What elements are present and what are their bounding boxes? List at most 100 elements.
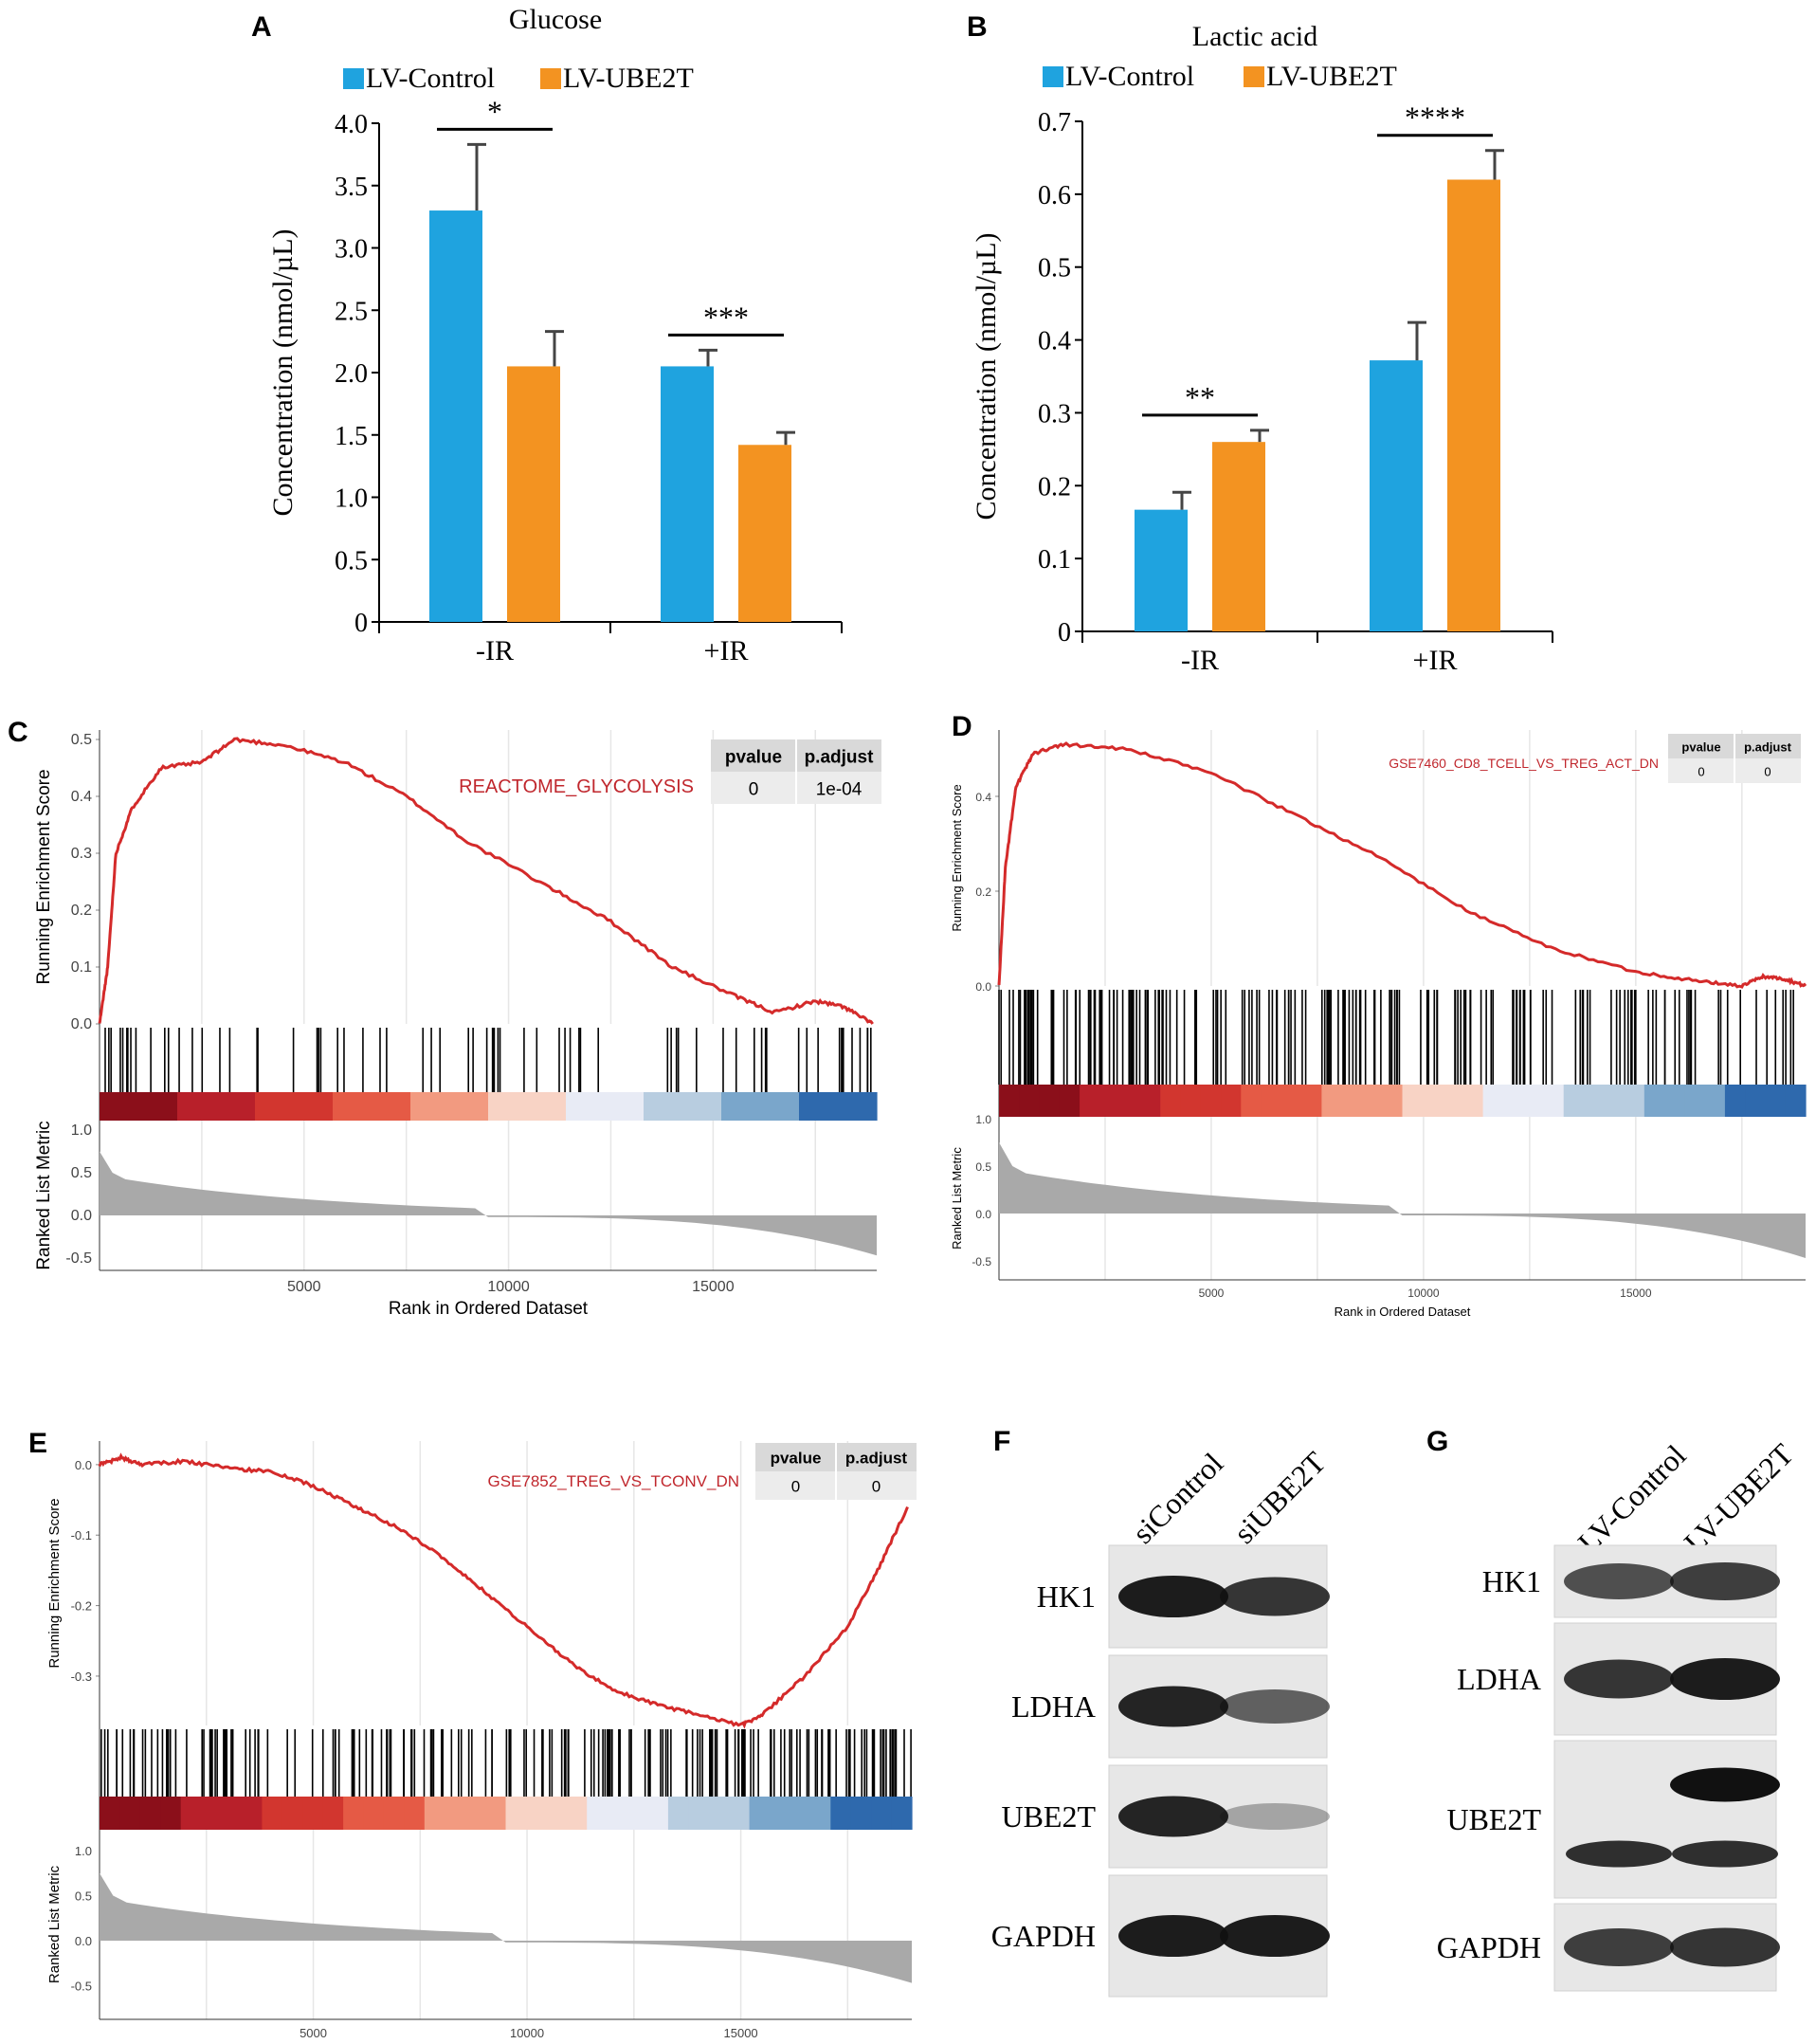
heat-segment xyxy=(1443,1085,1463,1117)
chart-title: Lactic acid xyxy=(1192,21,1317,52)
gene-set-name: GSE7852_TREG_VS_TCONV_DN xyxy=(488,1472,740,1490)
heat-segment xyxy=(779,1092,800,1121)
heat-segment xyxy=(760,1092,781,1121)
bar xyxy=(661,366,714,622)
heat-segment xyxy=(1099,1085,1121,1117)
heat-segment xyxy=(1704,1085,1726,1117)
heat-segment xyxy=(449,1092,470,1121)
heat-segment xyxy=(333,1092,354,1121)
heat-segment xyxy=(294,1092,315,1121)
metric-axis-label: Ranked List Metric xyxy=(46,1865,63,1983)
y-tick-label: 0.2 xyxy=(975,885,991,899)
bar xyxy=(429,210,482,623)
x-axis-label: Rank in Ordered Dataset xyxy=(389,1299,589,1319)
heat-segment xyxy=(857,1092,878,1121)
heat-segment xyxy=(1341,1085,1363,1117)
y-tick-label: 0.2 xyxy=(71,903,92,919)
heat-segment xyxy=(180,1797,202,1830)
y-tick-label: 0.4 xyxy=(71,789,92,805)
y-tick-label: 0.1 xyxy=(1038,545,1071,575)
metric-axis-label: Ranked List Metric xyxy=(950,1147,964,1250)
panel-c: C 0.0 0.1 0.2 0.3 0.4 0.5 Running Enrichment Sc… xyxy=(0,702,908,1327)
heat-segment xyxy=(429,1092,450,1121)
blot-row-label: GAPDH xyxy=(991,1919,1096,1953)
table-header: pvalue xyxy=(771,1450,822,1468)
heat-segment xyxy=(1039,1085,1061,1117)
x-tick-label: 10000 xyxy=(1407,1287,1440,1300)
protein-band xyxy=(1220,1689,1330,1724)
protein-band xyxy=(1564,1659,1674,1699)
heat-segment xyxy=(1724,1085,1746,1117)
heat-segment xyxy=(749,1797,771,1830)
heat-segment xyxy=(1563,1085,1585,1117)
heat-segment xyxy=(1059,1085,1081,1117)
heat-segment xyxy=(667,1797,689,1830)
heat-segment xyxy=(1361,1085,1383,1117)
table-value: 0 xyxy=(791,1478,800,1496)
metric-tick-label: -0.5 xyxy=(65,1250,92,1267)
y-tick-label: 0.6 xyxy=(1038,181,1071,210)
significance-label: *** xyxy=(703,300,749,334)
table-value: 0 xyxy=(872,1478,881,1496)
heat-segment xyxy=(157,1092,178,1121)
heat-segment xyxy=(322,1797,344,1830)
y-tick-label: 1.0 xyxy=(335,484,368,514)
y-tick-label: 0.5 xyxy=(335,546,368,575)
blot-row-label: LDHA xyxy=(1457,1662,1541,1696)
running-score-curve xyxy=(98,737,874,1025)
protein-band xyxy=(1670,1927,1780,1967)
y-tick-label: 0 xyxy=(1058,618,1071,648)
table-value: 0 xyxy=(1698,765,1704,779)
heat-segment xyxy=(708,1797,730,1830)
heat-segment xyxy=(799,1092,820,1121)
metric-tick-label: -0.5 xyxy=(71,1980,92,1994)
heat-segment xyxy=(1119,1085,1141,1117)
heat-segment xyxy=(445,1797,466,1830)
heat-segment xyxy=(721,1092,742,1121)
heat-segment xyxy=(1624,1085,1645,1117)
x-tick-label: 15000 xyxy=(692,1279,735,1295)
significance-label: **** xyxy=(1405,100,1465,135)
bar xyxy=(738,445,791,622)
heat-segment xyxy=(546,1797,568,1830)
panel-g: G LV-Control LV-UBE2T HK1 LDHA UBE2T GAPDH xyxy=(1403,1413,1816,2039)
gsea-cd8-treg-plot: D 0.0 0.2 0.4 Running Enrichment Score GSE746… xyxy=(950,711,1807,1319)
heat-segment xyxy=(1261,1085,1282,1117)
heat-segment xyxy=(587,1797,608,1830)
heat-segment xyxy=(1402,1085,1424,1117)
heat-segment xyxy=(1523,1085,1545,1117)
x-tick-label: 10000 xyxy=(510,2026,544,2039)
y-tick-label: 0.4 xyxy=(1038,327,1071,356)
y-tick-label: 0.3 xyxy=(1038,399,1071,429)
legend-swatch xyxy=(540,68,561,89)
heat-segment xyxy=(201,1797,223,1830)
legend-swatch xyxy=(1043,66,1063,87)
x-axis-label: Rank in Ordered Dataset xyxy=(1335,1305,1471,1319)
heat-segment xyxy=(627,1797,649,1830)
bar xyxy=(1370,360,1423,631)
blot-row-label: GAPDH xyxy=(1437,1930,1541,1964)
heat-segment xyxy=(663,1092,683,1121)
metric-tick-label: 0.0 xyxy=(71,1208,92,1224)
metric-tick-label: 1.0 xyxy=(975,1113,991,1126)
table-header: p.adjust xyxy=(1744,740,1792,755)
lane-label: siControl xyxy=(1125,1446,1229,1550)
heat-segment xyxy=(1664,1085,1685,1117)
heat-segment xyxy=(216,1092,237,1121)
y-tick-label: 2.5 xyxy=(335,297,368,326)
heat-segment xyxy=(119,1797,141,1830)
heat-segment xyxy=(1200,1085,1222,1117)
y-tick-label: 0.2 xyxy=(1038,472,1071,502)
metric-tick-label: 0.0 xyxy=(975,1208,991,1221)
heat-segment xyxy=(607,1797,628,1830)
metric-tick-label: 0.5 xyxy=(75,1889,92,1904)
lane-label: siUBE2T xyxy=(1226,1445,1332,1550)
heat-segment xyxy=(241,1797,263,1830)
panel-letter: G xyxy=(1426,1426,1448,1457)
heat-segment xyxy=(372,1092,392,1121)
heat-segment xyxy=(871,1797,893,1830)
heat-segment xyxy=(1382,1085,1404,1117)
blot-row-label: UBE2T xyxy=(1001,1799,1096,1834)
heat-segment xyxy=(390,1092,411,1121)
